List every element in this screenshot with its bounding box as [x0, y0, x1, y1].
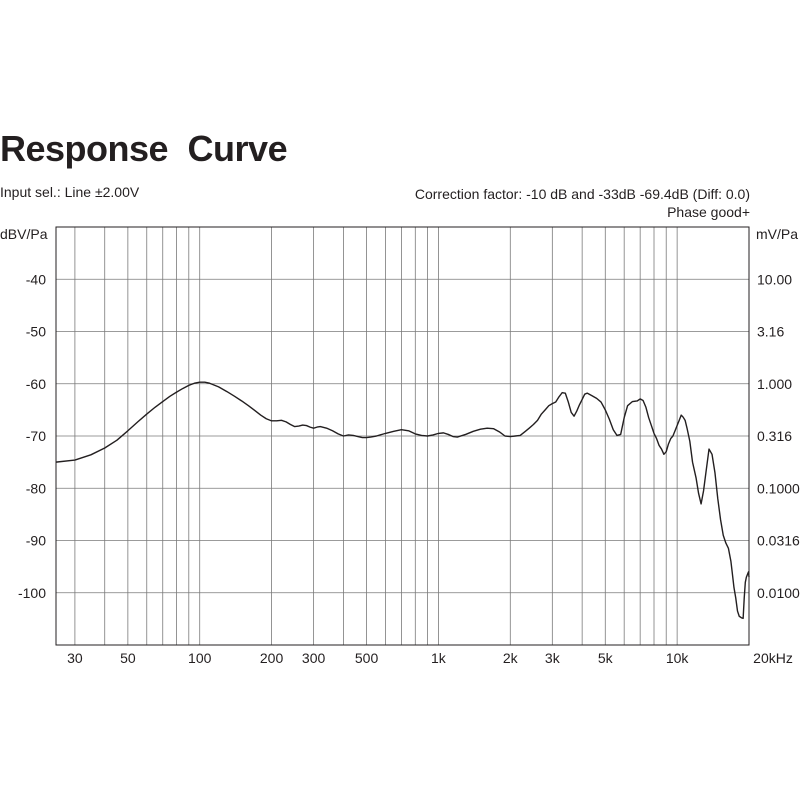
chart-title: Response Curve [0, 128, 288, 169]
correction-factor-label: Correction factor: -10 dB and -33dB -69.… [414, 186, 750, 202]
y-right-tick-label: 3.16 [757, 324, 784, 340]
x-tick-label: 30 [67, 650, 83, 666]
y-right-tick-label: 0.0100 [757, 585, 800, 601]
x-tick-label: 1k [431, 650, 447, 666]
y-right-tick-label: 0.0316 [757, 533, 800, 549]
y-left-tick-label: -90 [26, 533, 46, 549]
y-left-tick-label: -40 [26, 271, 46, 287]
y-left-tick-label: -60 [26, 376, 46, 392]
y-left-tick-label: -100 [18, 585, 46, 601]
plot-frame [55, 226, 750, 646]
x-tick-label: 3k [545, 650, 561, 666]
x-tick-label: 10k [666, 650, 690, 666]
response-curve-line [55, 381, 750, 620]
y-left-axis-label: dBV/Pa [0, 226, 48, 242]
y-left-tick-labels: -40 -50 -60 -70 -80 -90 -100 [18, 271, 46, 601]
y-gridlines [56, 278, 749, 594]
y-left-tick-label: -80 [26, 480, 46, 496]
x-tick-labels: 30 50 100 200 300 500 1k 2k 3k 5k 10k 20kHz [67, 650, 793, 666]
y-right-tick-label: 0.1000 [757, 480, 800, 496]
phase-status-label: Phase good+ [667, 204, 750, 220]
x-tick-label: 20kHz [753, 650, 793, 666]
y-left-tick-label: -70 [26, 428, 46, 444]
x-tick-label: 200 [260, 650, 284, 666]
y-right-tick-label: 1.000 [757, 376, 792, 392]
y-right-tick-labels: 10.00 3.16 1.000 0.316 0.1000 0.0316 0.0100 [757, 271, 800, 601]
x-tick-label: 5k [598, 650, 614, 666]
y-right-axis-label: mV/Pa [756, 226, 798, 242]
y-right-tick-label: 10.00 [757, 271, 792, 287]
input-selection-label: Input sel.: Line ±2.00V [0, 184, 140, 200]
x-tick-label: 300 [302, 650, 326, 666]
y-right-tick-label: 0.316 [757, 428, 792, 444]
x-tick-label: 2k [503, 650, 519, 666]
y-left-tick-label: -50 [26, 324, 46, 340]
x-tick-label: 500 [355, 650, 379, 666]
x-tick-label: 50 [120, 650, 136, 666]
x-tick-label: 100 [188, 650, 212, 666]
